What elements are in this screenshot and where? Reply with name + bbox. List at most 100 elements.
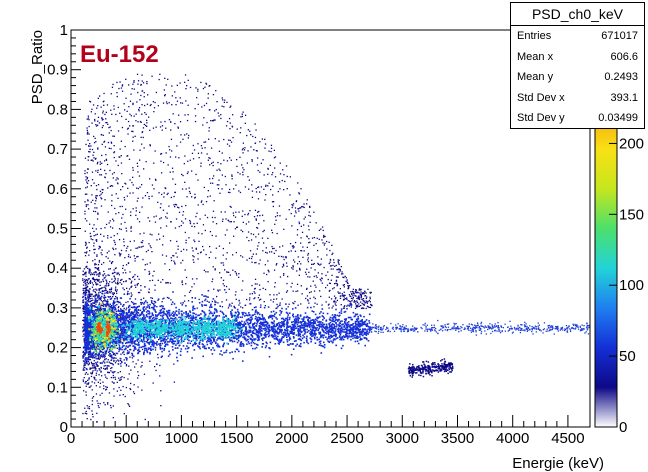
heatmap-cell [94, 292, 97, 294]
heatmap-cell [114, 207, 116, 210]
heatmap-cell [197, 252, 199, 255]
heatmap-cell [103, 367, 105, 370]
heatmap-cell [99, 386, 101, 388]
heatmap-cell [304, 331, 307, 334]
heatmap-cell [267, 173, 269, 175]
heatmap-cell [241, 289, 243, 291]
heatmap-cell [129, 278, 131, 280]
heatmap-cell [90, 185, 92, 187]
heatmap-cell [91, 286, 94, 288]
heatmap-cell [113, 395, 115, 397]
heatmap-cell [136, 306, 138, 309]
heatmap-cell [82, 412, 84, 415]
heatmap-cell [317, 272, 319, 274]
heatmap-cell [92, 363, 94, 365]
heatmap-cell [99, 382, 102, 384]
heatmap-cell [129, 271, 131, 273]
heatmap-cell [200, 165, 202, 167]
heatmap-cell [88, 350, 91, 353]
heatmap-cell [307, 320, 310, 322]
heatmap-cell [113, 312, 115, 314]
heatmap-cell [189, 222, 192, 225]
heatmap-cell [235, 251, 237, 254]
heatmap-cell [135, 303, 137, 305]
heatmap-cell [249, 297, 251, 299]
heatmap-cell [208, 130, 210, 132]
heatmap-cell [231, 174, 233, 176]
heatmap-cell [99, 95, 101, 97]
heatmap-cell [97, 171, 99, 173]
heatmap-cell [363, 304, 366, 306]
heatmap-cell [369, 298, 371, 300]
heatmap-cell [216, 311, 218, 313]
heatmap-cell [236, 226, 238, 228]
heatmap-cell [120, 249, 123, 252]
heatmap-cell [215, 223, 218, 225]
heatmap-cell [138, 350, 140, 352]
heatmap-cell [103, 385, 105, 387]
heatmap-cell [245, 314, 248, 316]
heatmap-cell [348, 285, 351, 287]
heatmap-cell [181, 102, 184, 104]
heatmap-cell [96, 310, 98, 312]
heatmap-cell [191, 278, 194, 280]
heatmap-cell [100, 252, 102, 254]
heatmap-cell [89, 288, 91, 290]
heatmap-cell [113, 235, 115, 237]
heatmap-cell [333, 259, 335, 261]
heatmap-cell [99, 307, 101, 309]
heatmap-cell [109, 260, 111, 262]
heatmap-cell [121, 173, 123, 175]
heatmap-cell [113, 105, 115, 107]
heatmap-cell [123, 315, 125, 318]
heatmap-cell [229, 191, 231, 194]
heatmap-cell [124, 199, 126, 201]
heatmap-cell [267, 324, 270, 327]
heatmap-cell [347, 321, 350, 323]
heatmap-cell [273, 157, 276, 159]
heatmap-cell [151, 302, 153, 304]
heatmap-cell [210, 306, 213, 308]
heatmap-cell [275, 335, 277, 337]
heatmap-cell [310, 291, 312, 293]
heatmap-cell [195, 248, 197, 250]
heatmap-cell [205, 304, 208, 307]
heatmap-cell [155, 91, 157, 94]
heatmap-cell [83, 291, 85, 293]
heatmap-cell [130, 281, 132, 284]
heatmap-cell [113, 145, 115, 147]
heatmap-cell [123, 313, 125, 315]
heatmap-cell [112, 302, 115, 304]
heatmap-cell [295, 290, 297, 293]
heatmap-cell [126, 352, 129, 355]
heatmap-cell [101, 126, 103, 129]
heatmap-cell [125, 312, 128, 315]
heatmap-cell [96, 340, 98, 342]
heatmap-cell [87, 364, 89, 366]
heatmap-cell [120, 155, 122, 157]
heatmap-cell [100, 106, 102, 108]
heatmap-cell [174, 340, 177, 343]
heatmap-cell [153, 188, 155, 190]
heatmap-cell [169, 282, 172, 284]
heatmap-cell [94, 314, 96, 317]
heatmap-cell [119, 394, 121, 396]
heatmap-cell [82, 326, 84, 328]
heatmap-cell [282, 169, 284, 171]
heatmap-cell [270, 144, 273, 146]
heatmap-cell [185, 88, 187, 90]
heatmap-cell [274, 176, 277, 178]
heatmap-cell [290, 286, 292, 288]
heatmap-cell [127, 314, 129, 317]
heatmap-cell [293, 323, 296, 326]
heatmap-cell [224, 175, 226, 178]
heatmap-cell [265, 184, 267, 186]
heatmap-cell [238, 304, 240, 306]
heatmap-cell [201, 300, 204, 303]
heatmap-cell [95, 309, 97, 311]
heatmap-cell [119, 156, 121, 158]
heatmap-cell [124, 109, 126, 111]
heatmap-cell [263, 174, 265, 176]
heatmap-cell [242, 343, 244, 345]
heatmap-cell [95, 185, 98, 187]
